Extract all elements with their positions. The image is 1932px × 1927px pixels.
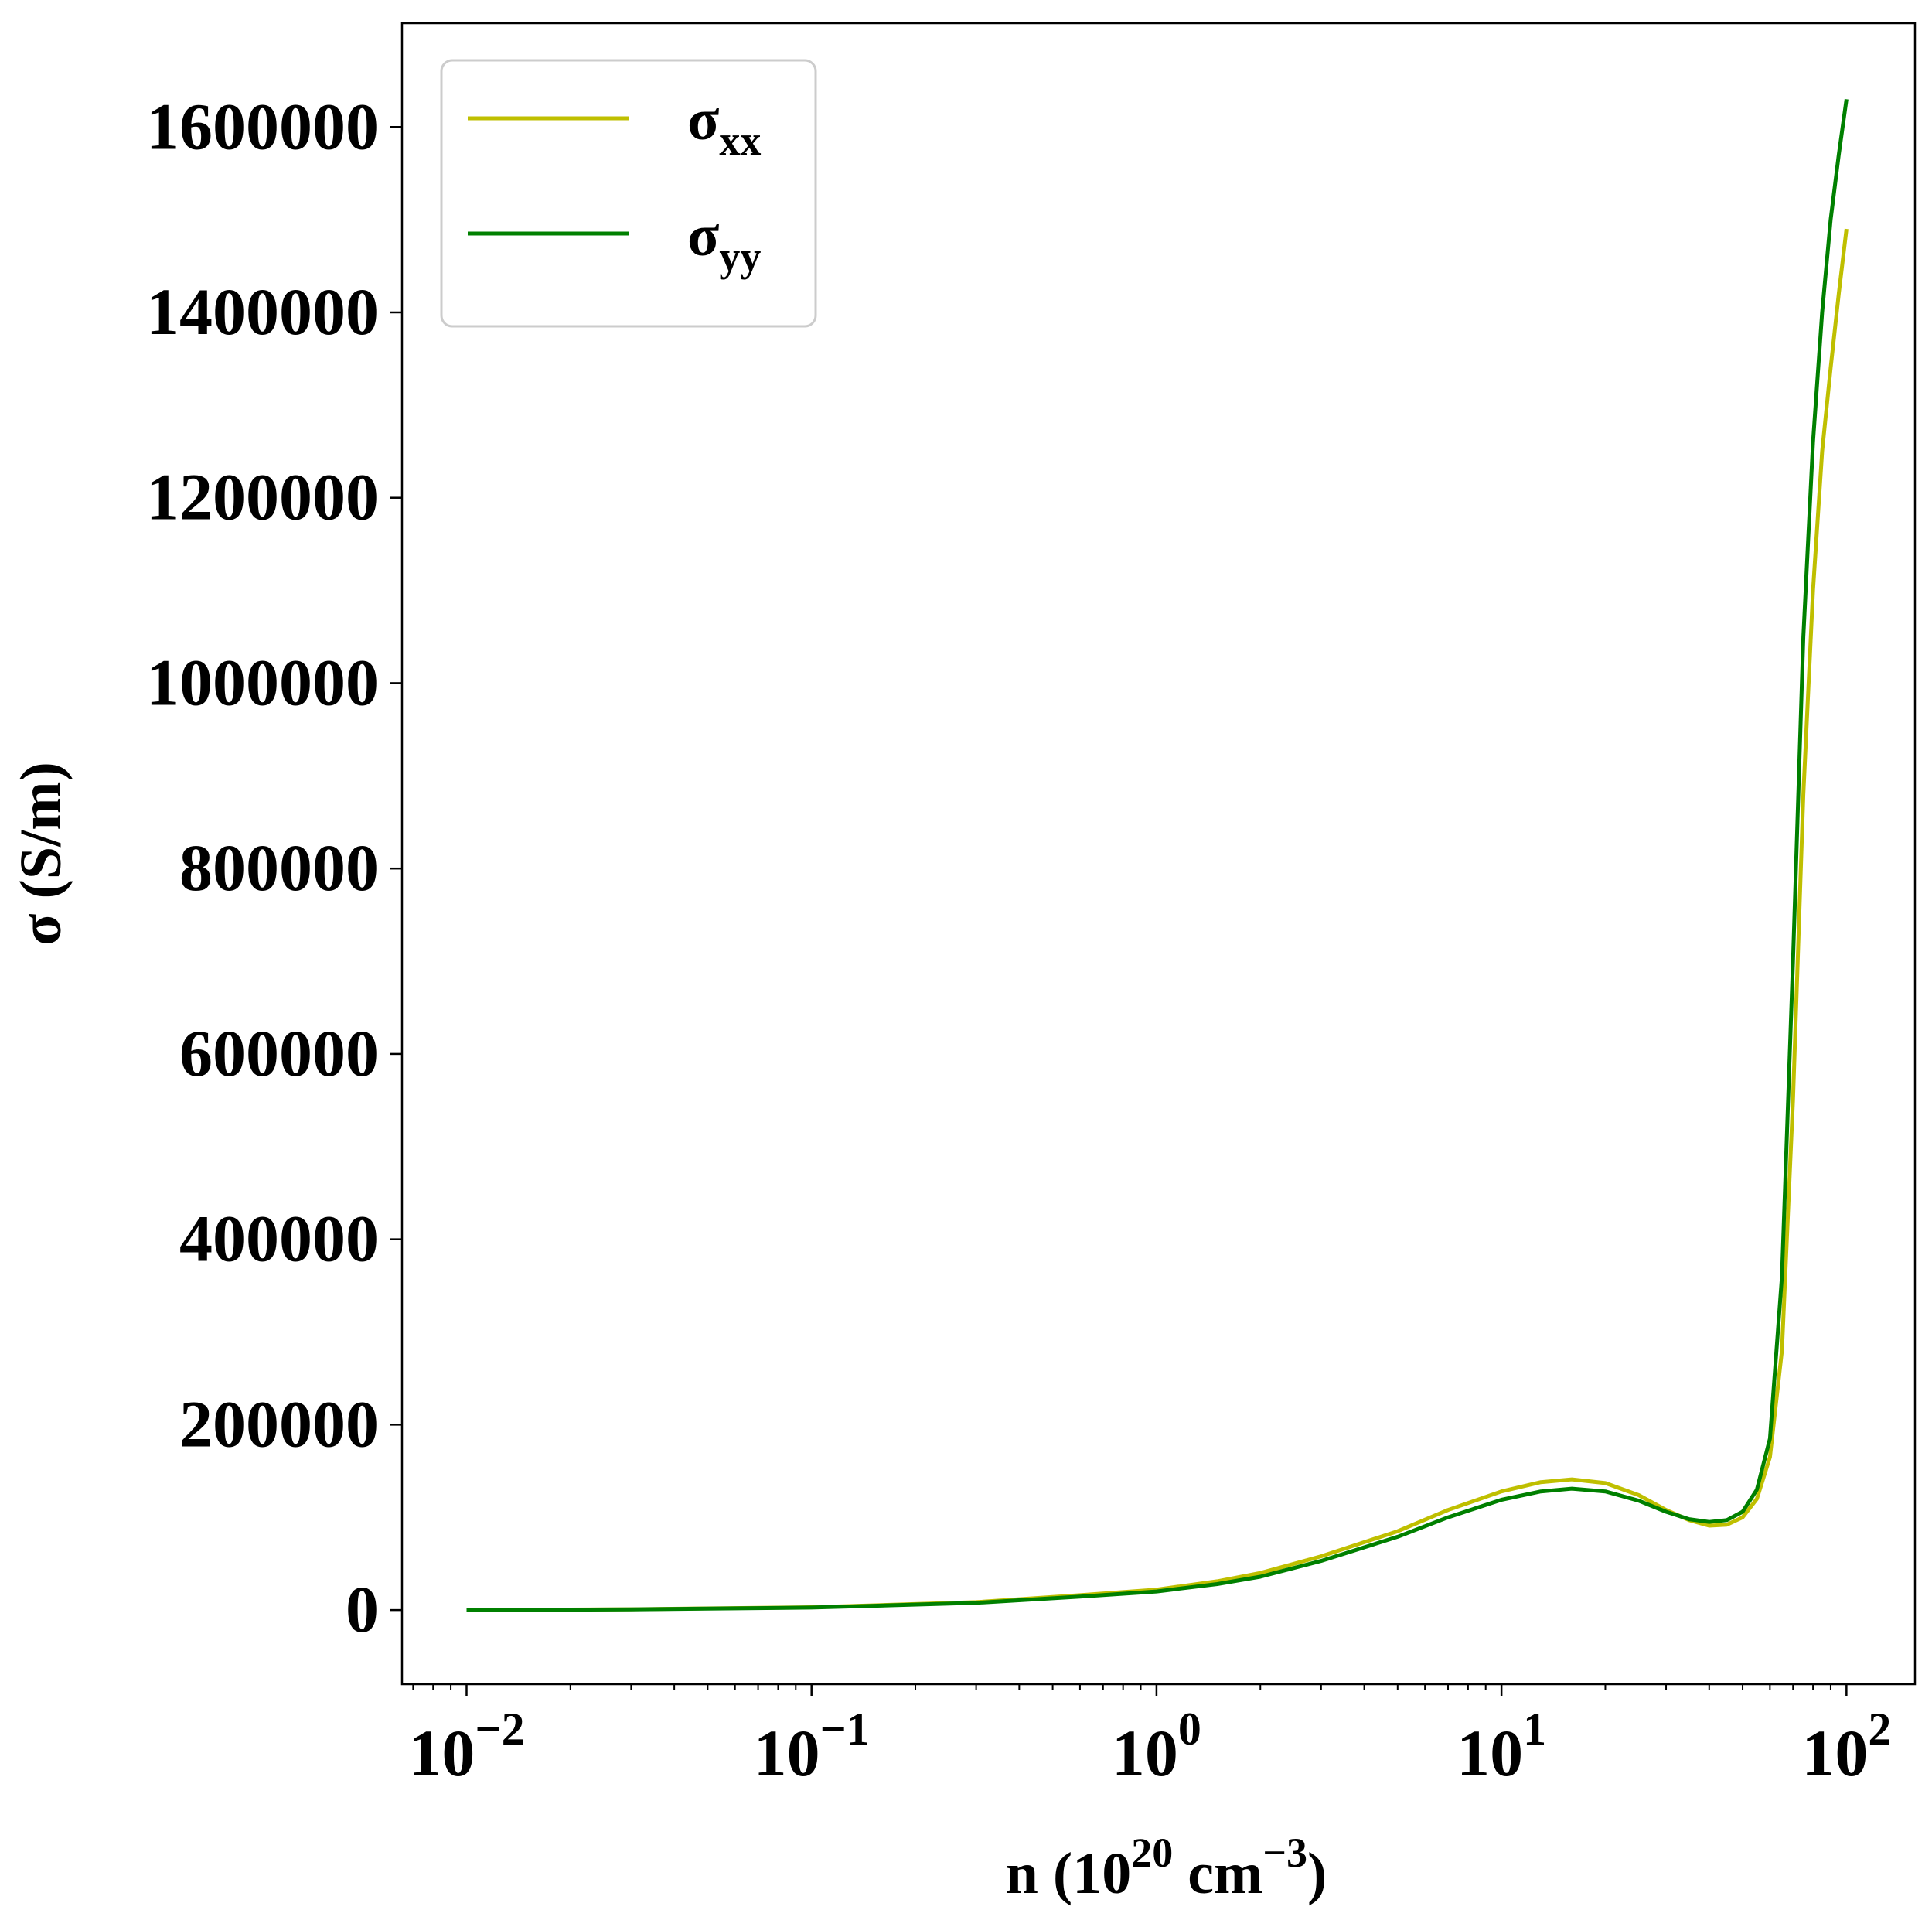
x-tick-label-exponent: 2	[1868, 1704, 1891, 1755]
legend-box	[440, 59, 817, 328]
legend-label-sigma-xx-symbol: σ	[687, 87, 719, 152]
legend-label-sigma-xx: σxx	[687, 87, 761, 164]
y-tick-label: 1400000	[146, 275, 379, 349]
x-tick-label-mantissa: 10	[1801, 1716, 1868, 1790]
x-tick-label: 10−2	[408, 1704, 524, 1790]
x-axis-label-exponent-2: −3	[1262, 1830, 1307, 1876]
y-tick-label: 400000	[179, 1202, 379, 1276]
x-tick-label: 10−1	[754, 1704, 870, 1790]
x-tick-label-exponent: 1	[1523, 1704, 1546, 1755]
x-axis-label-base: n (10	[1006, 1841, 1132, 1906]
x-tick-label-exponent: 0	[1178, 1704, 1201, 1755]
y-tick-label: 1600000	[146, 89, 379, 163]
x-tick-label-mantissa: 10	[754, 1716, 820, 1790]
x-tick-label-mantissa: 10	[1112, 1716, 1178, 1790]
axes-frame	[400, 22, 1917, 1686]
y-tick-label: 1200000	[146, 460, 379, 534]
x-axis-label-end: )	[1307, 1841, 1327, 1906]
x-axis-label-exponent-1: 20	[1131, 1830, 1173, 1876]
x-tick-label: 102	[1801, 1704, 1891, 1790]
x-tick-label-exponent: −2	[475, 1704, 524, 1755]
y-tick-label: 800000	[179, 830, 379, 905]
x-tick-label-mantissa: 10	[408, 1716, 475, 1790]
legend-label-sigma-yy-subscript: yy	[719, 234, 761, 280]
plot-lines	[466, 98, 1849, 1612]
y-tick-label: 0	[346, 1572, 379, 1646]
x-tick-label-mantissa: 10	[1457, 1716, 1523, 1790]
legend-label-sigma-xx-subscript: xx	[719, 118, 761, 164]
x-tick-label: 101	[1457, 1704, 1546, 1790]
y-tick-label: 600000	[179, 1016, 379, 1090]
series-line-yy	[466, 98, 1849, 1612]
y-tick-label: 200000	[179, 1386, 379, 1461]
y-tick-label: 1000000	[146, 645, 379, 719]
legend-label-sigma-yy-symbol: σ	[687, 203, 719, 268]
y-axis-label: σ (S/m)	[9, 762, 73, 946]
x-axis-label-unit: cm	[1173, 1841, 1262, 1906]
legend: σxx σyy	[440, 59, 817, 328]
y-axis-ticks: 0 200000 400000 600000 800000 1000000 1200000 1…	[146, 89, 402, 1646]
legend-label-sigma-yy: σyy	[687, 203, 761, 280]
x-tick-label: 100	[1112, 1704, 1201, 1790]
x-tick-label-exponent: −1	[820, 1704, 870, 1755]
x-axis-label: n (1020 cm−3)	[1006, 1830, 1327, 1906]
x-axis-ticks: 10−2 10−1 100 101 102	[408, 1684, 1891, 1790]
